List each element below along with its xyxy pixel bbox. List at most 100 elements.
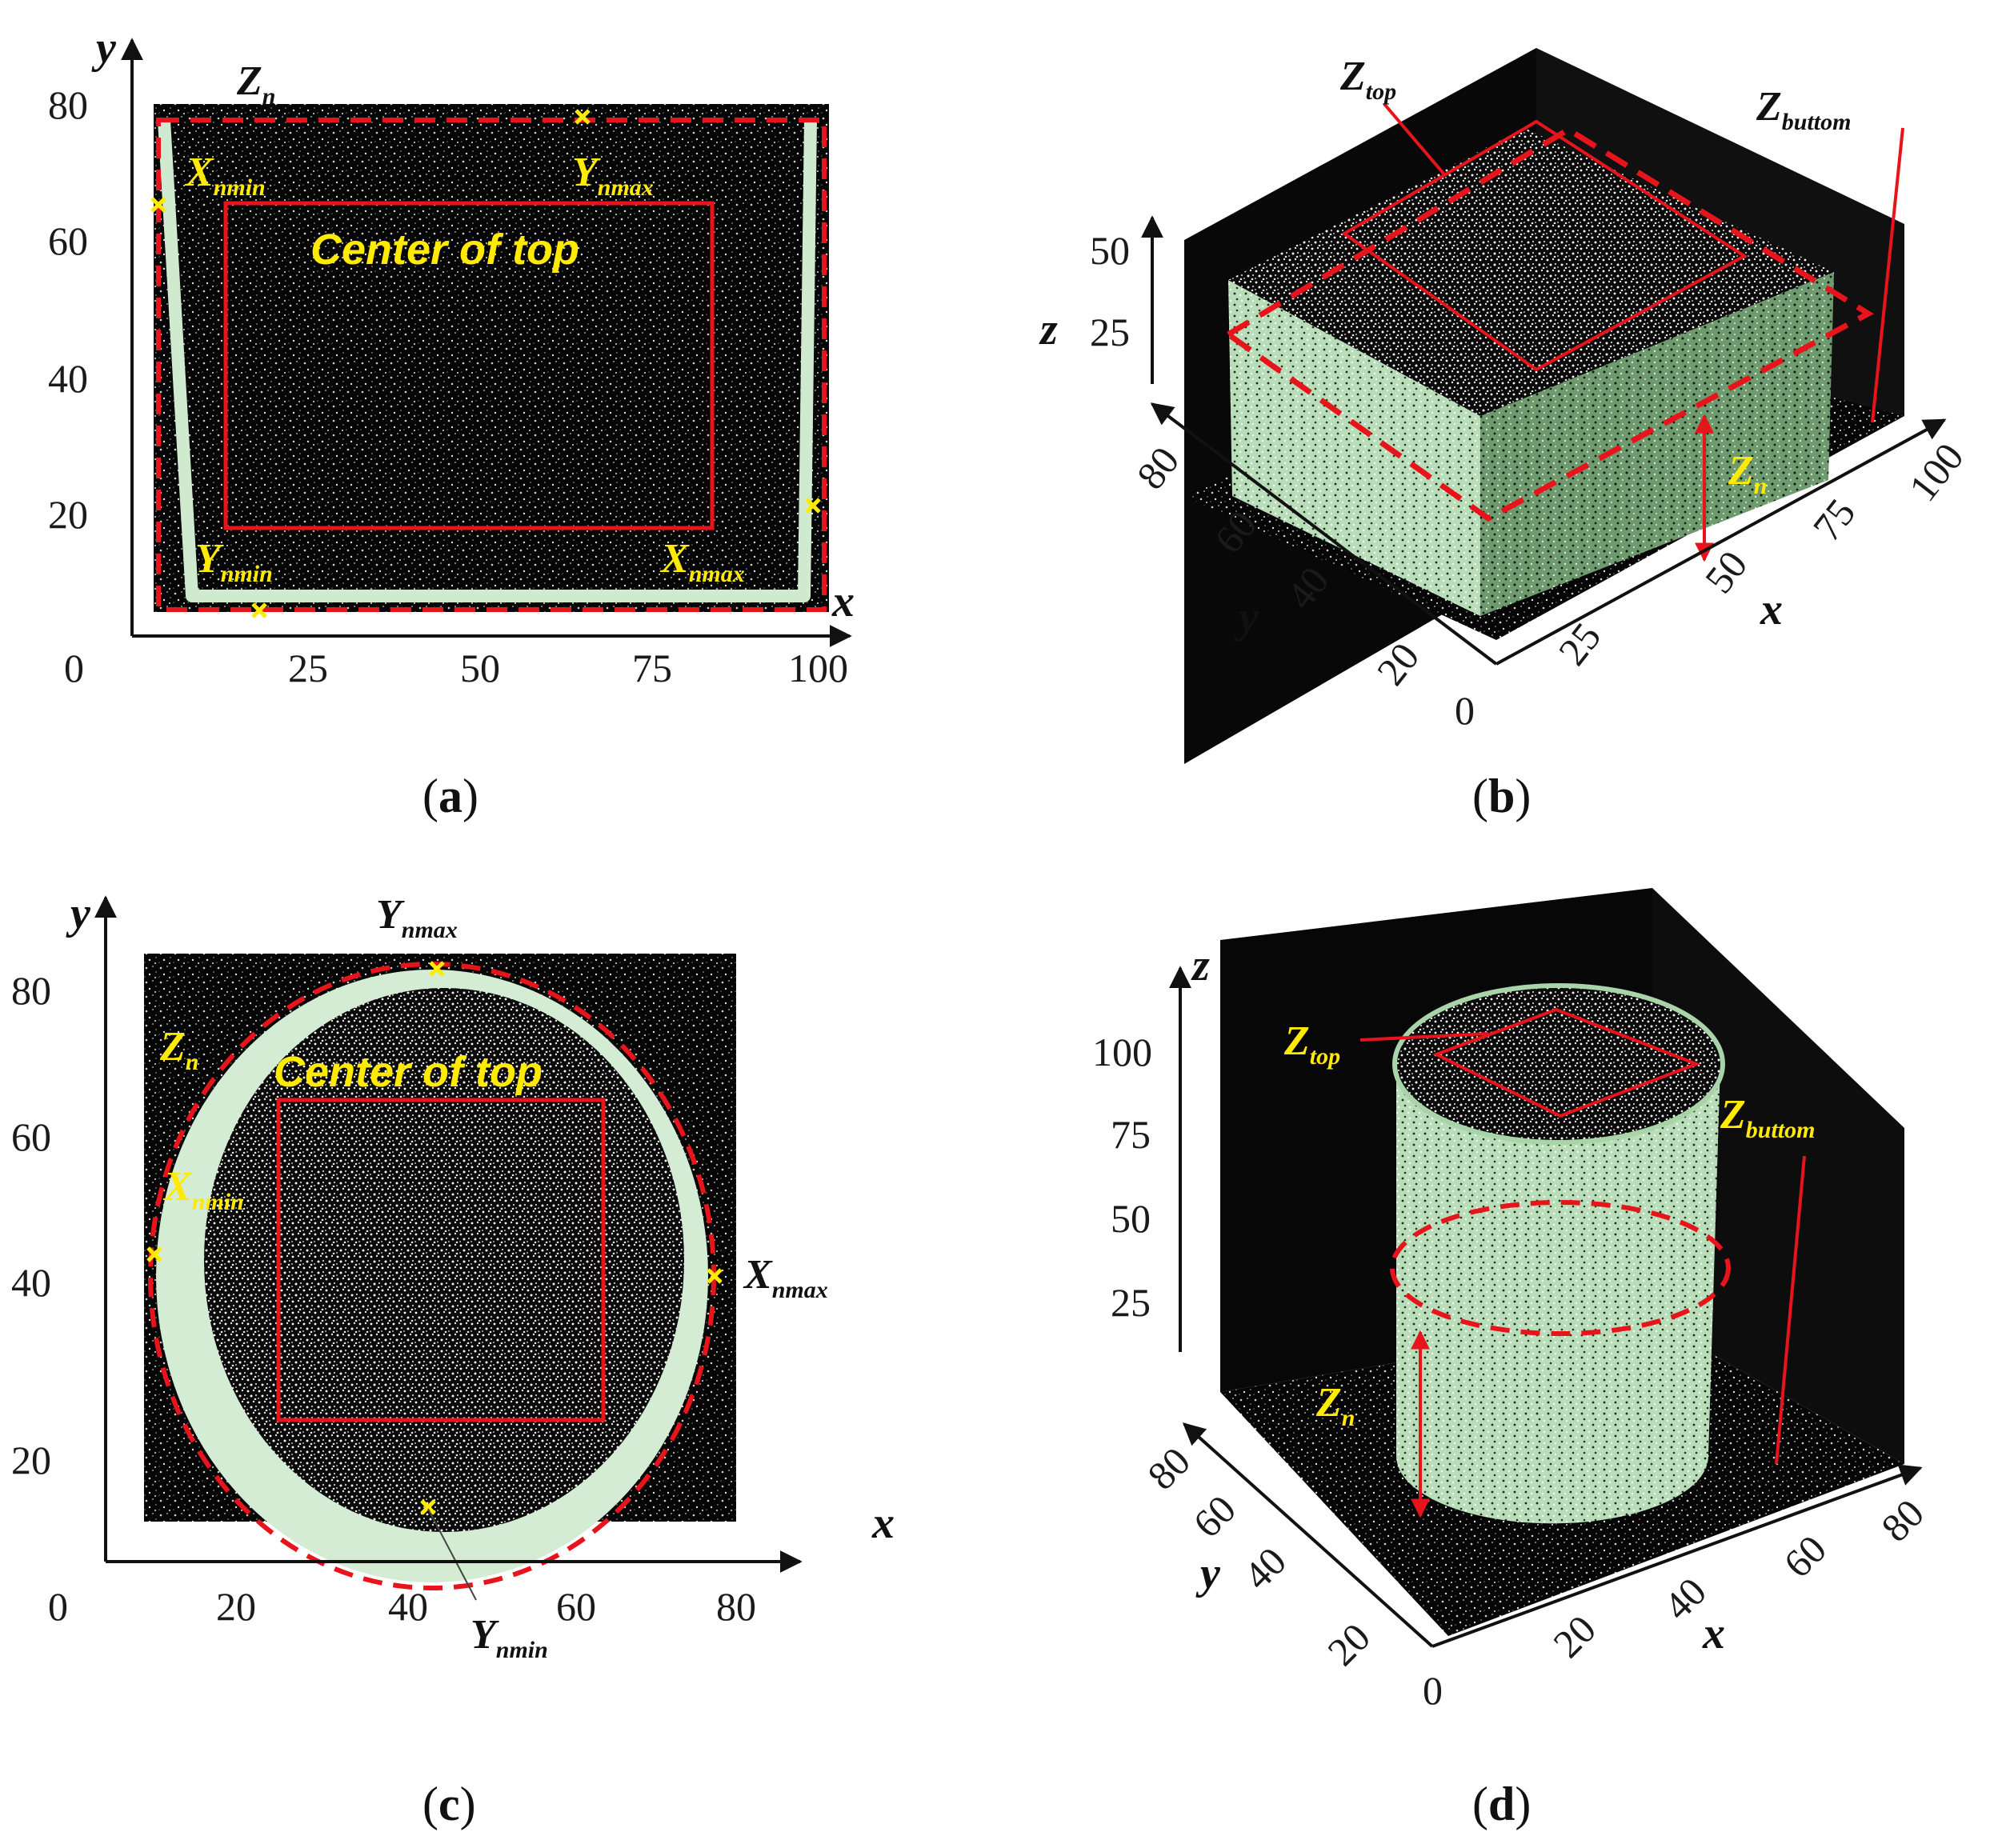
panel-d: Ztop Zbuttom Zn z y x 25 50 75 100 0 20 … (1092, 888, 1932, 1830)
svg-text:25: 25 (1111, 1280, 1151, 1325)
center-of-top-box-a (223, 201, 715, 530)
ztop-box-b (1341, 119, 1748, 372)
svg-text:50: 50 (1111, 1196, 1151, 1241)
ztop-leader-b (1383, 102, 1446, 176)
svg-text:60: 60 (11, 1114, 51, 1159)
zn-dashed-box-b (1223, 126, 1875, 522)
ynmin-leader-c (427, 1508, 477, 1601)
svg-text:20: 20 (216, 1584, 256, 1629)
svg-text:80: 80 (1872, 1490, 1932, 1550)
label-zn-c: Zn (159, 1024, 198, 1075)
ztop-diamond-d (1431, 1007, 1701, 1118)
z-ticks-d: 25 50 75 100 (1092, 1030, 1152, 1325)
label-ynmin-a: Ynmin (195, 536, 273, 587)
box-left-face-b (1228, 280, 1480, 616)
box-top-face-b (1228, 128, 1834, 416)
label-ynmin-c: Ynmin (470, 1612, 548, 1663)
back-wall-right-d (1652, 888, 1904, 1464)
center-of-top-box-c (276, 1098, 606, 1422)
axis-label-y-a: y (91, 23, 117, 73)
label-xnmin-a: Xnmin (184, 150, 266, 201)
center-of-top-label-a: Center of top (310, 226, 579, 274)
x-ticks-a: 0 25 50 75 100 (64, 646, 848, 690)
center-of-top-label-c: Center of top (274, 1048, 543, 1096)
axis-label-x-c: x (871, 1498, 895, 1548)
svg-text:60: 60 (1775, 1526, 1835, 1586)
svg-text:0: 0 (1455, 688, 1475, 733)
svg-text:60: 60 (48, 218, 88, 263)
svg-text:20: 20 (11, 1438, 51, 1482)
box-right-face-b (1480, 272, 1834, 616)
zn-dashed-boundary-a (156, 118, 827, 612)
z-ticks-b: 25 50 (1090, 228, 1130, 354)
svg-text:25: 25 (1550, 614, 1610, 674)
label-xnmin-c: Xnmin (162, 1164, 244, 1215)
axis-label-x-a: x (831, 577, 855, 626)
axis-label-y-b: y (1234, 593, 1259, 642)
label-ztop-d: Ztop (1283, 1018, 1340, 1070)
caption-a: (a) (422, 770, 478, 822)
axis-label-x-d: x (1702, 1609, 1725, 1658)
y-axis-b (1150, 402, 1498, 666)
axis-label-z-d: z (1191, 941, 1210, 990)
label-xnmax-c: Xnmax (743, 1252, 828, 1303)
x-axis-b (1495, 418, 1947, 666)
svg-text:60: 60 (1184, 1486, 1244, 1546)
green-rim-a (158, 119, 817, 602)
zbuttom-leader-b (1871, 127, 1904, 423)
inner-top-c (204, 988, 684, 1532)
svg-text:80: 80 (48, 82, 88, 127)
cylinder-top-d (1395, 986, 1723, 1142)
label-zn-a: Zn (236, 58, 275, 110)
label-ynmax-a: Ynmax (572, 150, 654, 201)
x-axis-d (1431, 1464, 1923, 1648)
label-zn-b: Zn (1728, 448, 1767, 499)
svg-text:25: 25 (1090, 310, 1130, 354)
cylinder-top-rim-d (1392, 983, 1725, 1145)
svg-text:20: 20 (48, 492, 88, 537)
panel-b: Ztop Zbuttom Zn z y x 25 50 0 20 40 60 8… (1039, 48, 1972, 822)
axis-label-y-d: y (1195, 1549, 1221, 1598)
label-zbuttom-d: Zbuttom (1720, 1092, 1815, 1143)
svg-text:75: 75 (1804, 490, 1864, 550)
svg-text:40: 40 (48, 356, 88, 401)
panel-c: Center of top Ynmax Zn Xnmin Xnmax Ynmin… (11, 889, 895, 1830)
label-zbuttom-b: Zbuttom (1756, 84, 1851, 135)
x-ticks-c: 0 20 40 60 80 (48, 1584, 756, 1629)
caption-c: (c) (422, 1778, 476, 1830)
svg-text:20: 20 (1319, 1614, 1379, 1674)
cylinder-body-d (1396, 1064, 1720, 1524)
axis-label-y-c: y (66, 889, 91, 938)
x-markers-c (146, 961, 723, 1515)
label-zn-d: Zn (1315, 1380, 1355, 1431)
svg-text:75: 75 (632, 646, 672, 690)
svg-text:100: 100 (1900, 434, 1972, 510)
svg-text:80: 80 (716, 1584, 756, 1629)
svg-text:50: 50 (460, 646, 500, 690)
svg-text:0: 0 (1423, 1668, 1443, 1713)
svg-text:0: 0 (48, 1584, 68, 1629)
label-ztop-b: Ztop (1339, 54, 1396, 105)
svg-text:20: 20 (1544, 1606, 1604, 1666)
zbuttom-line-d (1775, 1155, 1806, 1465)
svg-text:80: 80 (11, 968, 51, 1013)
y-ticks-a: 20 40 60 80 (48, 82, 88, 537)
svg-text:40: 40 (388, 1584, 428, 1629)
svg-text:0: 0 (64, 646, 84, 690)
axis-label-z-b: z (1039, 305, 1058, 354)
svg-text:100: 100 (1092, 1030, 1152, 1074)
y-axis-d (1182, 1422, 1434, 1648)
caption-d: (d) (1472, 1778, 1531, 1830)
svg-text:80: 80 (1128, 438, 1188, 498)
y-ticks-c: 20 40 60 80 (11, 968, 51, 1482)
x-markers-a (150, 109, 821, 618)
label-xnmax-a: Xnmax (659, 536, 745, 587)
svg-text:80: 80 (1139, 1438, 1199, 1498)
svg-text:50: 50 (1090, 228, 1130, 273)
svg-text:25: 25 (288, 646, 328, 690)
panel-a: Center of top Xnmin Ynmax Ynmin Xnmax Zn… (48, 23, 855, 822)
axis-label-x-b: x (1760, 585, 1783, 634)
caption-b: (b) (1472, 770, 1531, 822)
svg-text:75: 75 (1111, 1112, 1151, 1157)
